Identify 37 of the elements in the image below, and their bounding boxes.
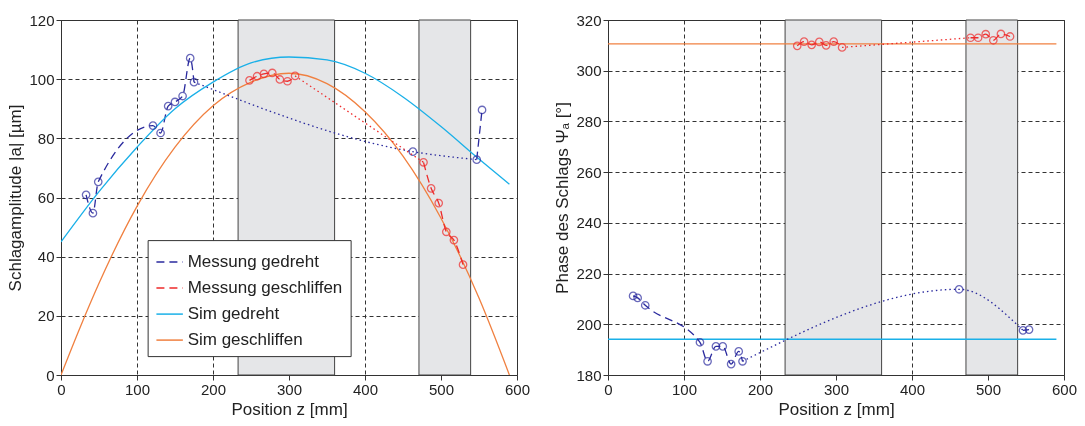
- y-tick-label: 220: [576, 265, 602, 283]
- x-tick-label: 500: [428, 380, 455, 398]
- x-tick-label: 300: [823, 380, 850, 398]
- legend-label: Messung geschliffen: [187, 278, 343, 298]
- y-tick-label: 200: [576, 315, 602, 333]
- x-tick-label: 300: [276, 380, 303, 398]
- y-axis-title: Schlagamplitude |a| [µm]: [6, 104, 26, 292]
- legend-label: Sim gedreht: [187, 304, 280, 324]
- x-axis-title: Position z [mm]: [231, 399, 348, 419]
- x-tick-label: 200: [200, 380, 227, 398]
- x-tick-label: 100: [671, 380, 698, 398]
- x-tick-label: 600: [1051, 380, 1078, 398]
- y-axis-title: Phase des Schlags Ψₐ [°]: [553, 102, 573, 294]
- x-tick-label: 0: [604, 380, 613, 398]
- x-tick-label: 100: [124, 380, 151, 398]
- x-axis-title: Position z [mm]: [778, 399, 895, 419]
- x-tick-label: 0: [57, 380, 66, 398]
- legend-label: Sim geschliffen: [187, 330, 303, 350]
- x-tick-label: 200: [747, 380, 774, 398]
- y-tick-label: 0: [46, 366, 55, 384]
- legend-label: Messung gedreht: [187, 252, 320, 272]
- y-tick-label: 100: [29, 70, 55, 88]
- x-tick-label: 400: [899, 380, 926, 398]
- x-tick-label: 400: [352, 380, 379, 398]
- y-tick-label: 240: [576, 214, 602, 232]
- y-tick-label: 320: [576, 11, 602, 29]
- x-tick-label: 600: [504, 380, 531, 398]
- y-tick-label: 60: [37, 189, 55, 206]
- y-tick-label: 80: [37, 129, 55, 147]
- y-tick-label: 280: [576, 112, 602, 130]
- y-tick-label: 120: [29, 11, 55, 29]
- y-tick-label: 20: [37, 307, 55, 325]
- y-tick-label: 300: [576, 62, 602, 80]
- y-tick-label: 180: [576, 366, 602, 384]
- y-tick-label: 40: [37, 248, 55, 266]
- y-tick-label: 260: [576, 163, 602, 181]
- x-tick-label: 500: [975, 380, 1002, 398]
